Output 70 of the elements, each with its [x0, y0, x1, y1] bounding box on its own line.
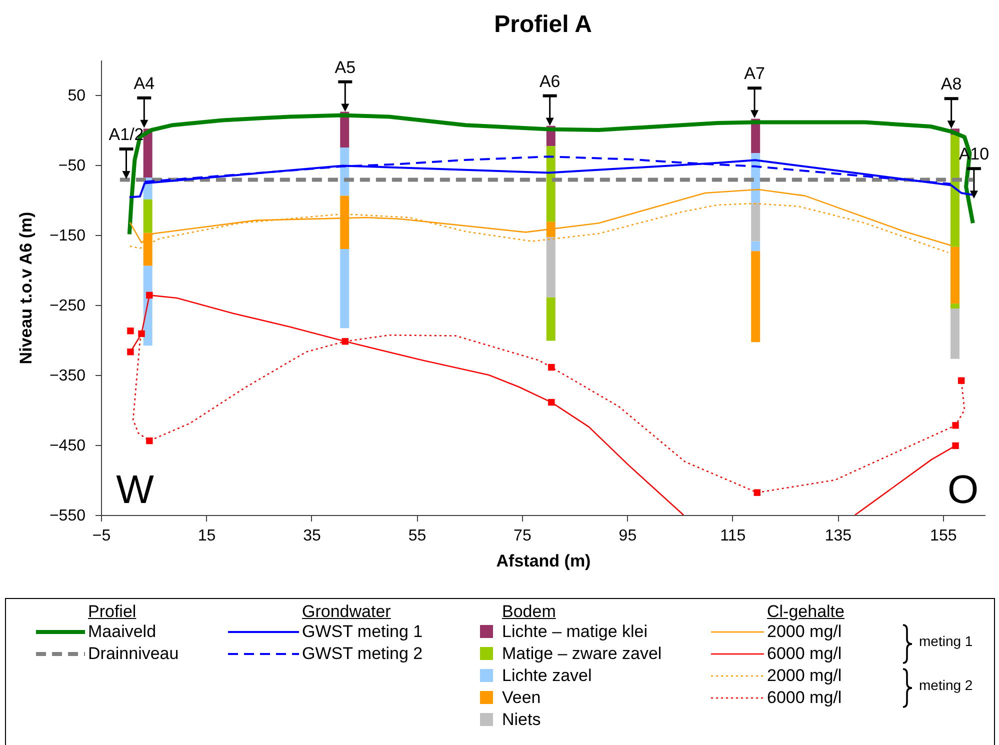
point	[127, 328, 134, 334]
y-tick-label: −450	[49, 438, 86, 454]
legend-label: 2000 mg/l	[767, 622, 842, 642]
legend-label: Matige – zware zavel	[502, 644, 662, 664]
y-tick-label: −350	[49, 368, 86, 384]
y-axis-title: Niveau t.o.v A6 (m)	[16, 212, 36, 364]
text: meting 2	[919, 677, 973, 693]
x-tick-label: −5	[92, 528, 111, 544]
annotation: W	[116, 468, 154, 512]
point	[754, 489, 761, 496]
annotation: A1/2	[108, 125, 144, 144]
x-tick-label: 15	[198, 528, 216, 544]
chart-title: Profiel A	[494, 10, 592, 38]
legend-label: GWST meting 1	[302, 622, 423, 642]
x-tick-label: 55	[408, 528, 426, 544]
y-tick-label: −250	[49, 298, 86, 314]
x-axis-title: Afstand (m)	[496, 552, 591, 570]
point	[342, 338, 349, 345]
bar	[950, 134, 960, 247]
point	[548, 398, 555, 406]
legend-label: Veen	[502, 688, 541, 708]
text: meting 1	[919, 633, 973, 649]
annotation: A5	[334, 58, 356, 77]
bar	[546, 146, 556, 222]
y-tick-label: −150	[49, 228, 86, 244]
annotation: A8	[940, 74, 962, 94]
point	[952, 442, 959, 450]
point	[146, 292, 153, 299]
y-tick-label: −50	[58, 158, 86, 174]
legend-label: GWST meting 2	[302, 644, 423, 664]
legend-label: 6000 mg/l	[767, 644, 842, 664]
legend-label: Lichte – matige klei	[502, 622, 648, 642]
bar	[950, 308, 960, 359]
text: Grondwater	[302, 602, 391, 622]
legend-label: Maaiveld	[88, 622, 156, 642]
bar	[546, 297, 556, 341]
y-tick-label: −550	[49, 508, 86, 524]
bar	[546, 237, 556, 298]
text: Cl-gehalte	[767, 602, 844, 622]
text: Bodem	[502, 602, 556, 622]
point	[958, 377, 965, 384]
legend-label: 2000 mg/l	[767, 666, 842, 686]
x-tick-label: 135	[824, 528, 852, 544]
point	[127, 348, 134, 356]
point	[138, 330, 145, 338]
legend-label: Drainniveau	[88, 644, 179, 664]
bar	[751, 241, 760, 252]
text: Profiel	[88, 602, 136, 622]
annotation: O	[947, 468, 979, 512]
x-tick-label: 95	[618, 528, 637, 544]
x-tick-label: 35	[303, 528, 321, 544]
bar	[950, 304, 960, 308]
bar	[143, 199, 152, 233]
legend-label: 6000 mg/l	[767, 688, 842, 708]
point	[952, 422, 959, 429]
annotation: A4	[134, 74, 155, 93]
bar	[546, 222, 556, 238]
bar	[340, 249, 350, 328]
x-tick-label: 75	[514, 528, 532, 544]
x-tick-label: 155	[930, 528, 957, 544]
annotation: A7	[744, 64, 765, 84]
bar	[751, 251, 760, 342]
legend-label: Lichte zavel	[502, 666, 592, 686]
point	[146, 437, 153, 444]
y-tick-label: 50	[68, 88, 86, 104]
legend-label: Niets	[502, 710, 541, 730]
bar	[751, 202, 760, 242]
x-tick-label: 115	[720, 528, 746, 544]
annotation: A6	[539, 72, 560, 91]
point	[548, 364, 555, 371]
